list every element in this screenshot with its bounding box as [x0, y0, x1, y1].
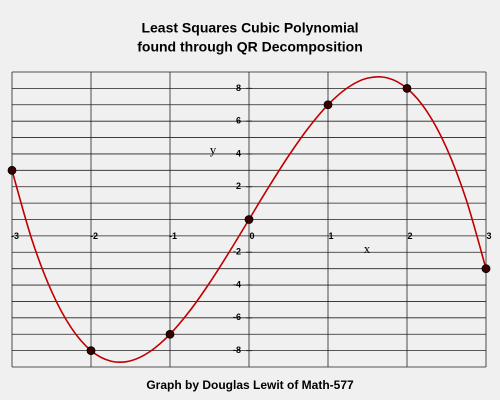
x-tick-label: -3 [11, 231, 19, 241]
chart-title: Least Squares Cubic Polynomial [141, 20, 358, 36]
data-point [402, 83, 412, 93]
y-tick-label: -4 [233, 279, 241, 289]
y-axis-label: y [210, 142, 217, 157]
x-tick-label: -1 [169, 231, 177, 241]
y-tick-label: 6 [236, 116, 241, 126]
data-point [323, 100, 333, 110]
footer: Graph by Douglas Lewit of Math-577 [146, 378, 354, 392]
x-tick-label: 2 [407, 231, 412, 241]
y-tick-label: 4 [236, 148, 241, 158]
x-tick-label: -2 [90, 231, 98, 241]
y-tick-label: -2 [233, 247, 241, 257]
x-tick-label: 1 [328, 231, 333, 241]
data-point [86, 346, 96, 356]
x-axis-label: x [364, 241, 371, 256]
data-point [165, 329, 175, 339]
chart-title: found through QR Decomposition [137, 39, 363, 55]
y-tick-label: 2 [236, 181, 241, 191]
y-tick-label: 8 [236, 83, 241, 93]
data-point [244, 215, 254, 224]
data-point [7, 165, 17, 175]
y-tick-label: -8 [233, 345, 241, 355]
x-tick-label: 3 [486, 231, 491, 241]
x-tick-label: 0 [249, 231, 254, 241]
y-tick-label: -6 [233, 312, 241, 322]
data-point [481, 264, 491, 274]
